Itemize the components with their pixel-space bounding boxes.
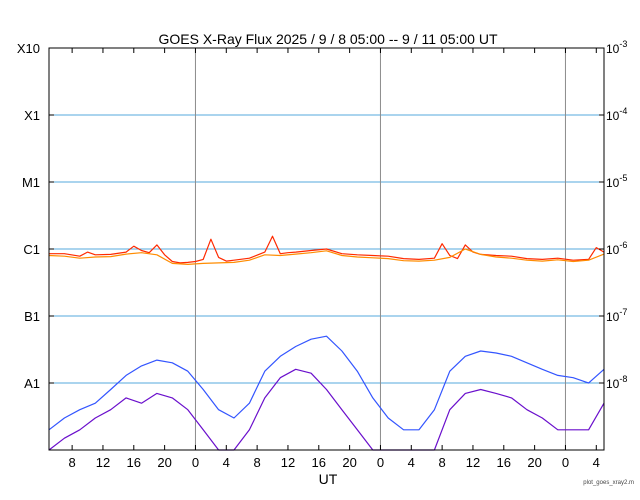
x-tick-label: 20: [342, 455, 356, 470]
chart-title: GOES X-Ray Flux 2025 / 9 / 8 05:00 -- 9 …: [158, 31, 497, 47]
y-right-tick-label: 10-6: [606, 240, 627, 257]
y-left-tick-label: A1: [24, 376, 40, 391]
y-right-tick-label: 10-7: [606, 307, 627, 324]
x-tick-label: 16: [497, 455, 511, 470]
y-left-tick-label: X10: [17, 41, 40, 56]
x-tick-label: 20: [157, 455, 171, 470]
x-tick-label: 0: [192, 455, 199, 470]
x-tick-label: 20: [527, 455, 541, 470]
y-right-tick-label: 10-8: [606, 374, 627, 391]
y-left-tick-label: C1: [23, 242, 40, 257]
x-tick-label: 0: [562, 455, 569, 470]
x-tick-label: 16: [127, 455, 141, 470]
y-right-tick-label: 10-5: [606, 173, 627, 190]
x-tick-label: 12: [466, 455, 480, 470]
y-right-ticks: 10-3 10-4 10-5 10-6 10-7 10-8: [599, 39, 627, 391]
x-tick-label: 4: [223, 455, 230, 470]
x-tick-label: 4: [593, 455, 600, 470]
x-tick-label: 8: [69, 455, 76, 470]
y-right-tick-label: 10-3: [606, 39, 627, 56]
x-tick-label: 0: [377, 455, 384, 470]
x-tick-label: 8: [254, 455, 261, 470]
x-tick-label: 16: [312, 455, 326, 470]
y-left-ticks: X10 X1 M1 C1 B1 A1: [17, 41, 54, 391]
series-line-short_primary: [48, 335, 605, 431]
x-tick-label: 12: [96, 455, 110, 470]
y-left-tick-label: X1: [24, 108, 40, 123]
y-left-tick-label: B1: [24, 309, 40, 324]
series-line-long_secondary: [48, 248, 605, 265]
x-axis-label: UT: [319, 471, 338, 487]
series-layer: [48, 235, 605, 451]
x-tick-label: 4: [408, 455, 415, 470]
x-ticks: 8 12 16 20 0 4 8 12 16 20 0 4 8 12 16 20 0 4: [69, 48, 600, 470]
y-left-tick-label: M1: [22, 175, 40, 190]
x-tick-label: 8: [439, 455, 446, 470]
series-line-long_primary: [49, 235, 605, 264]
y-right-tick-label: 10-4: [606, 106, 627, 123]
series-line-short_secondary: [48, 368, 605, 451]
footnote: plot_goes_xray2.m: [583, 480, 634, 486]
x-tick-label: 12: [281, 455, 295, 470]
